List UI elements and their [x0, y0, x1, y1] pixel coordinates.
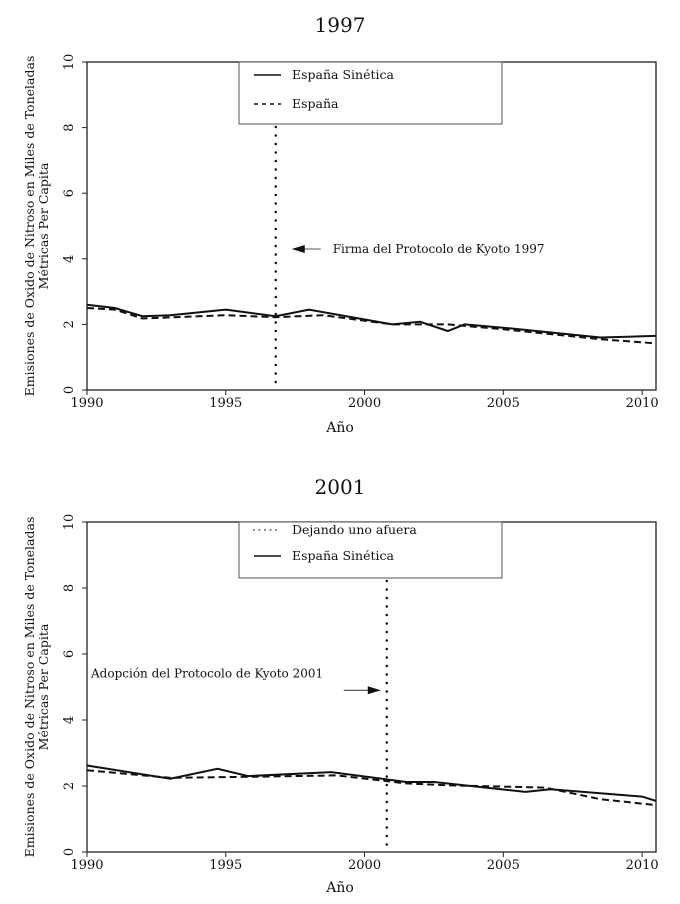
y-tick-label: 0 — [62, 848, 77, 856]
y-tick-label: 8 — [62, 584, 77, 592]
x-tick-label: 2000 — [348, 396, 381, 411]
legend-label: España — [292, 96, 339, 111]
y-axis-label: Emisiones de Oxido de Nitroso en Miles d… — [22, 517, 37, 858]
y-axis-label: Emisiones de Oxido de Nitroso en Miles d… — [22, 56, 37, 397]
annotation-arrow-head — [367, 686, 381, 695]
y-tick-label: 4 — [62, 255, 77, 263]
legend-label: Dejando uno afuera — [292, 522, 417, 537]
y-axis-label: Métricas Per Capita — [36, 162, 51, 289]
annotation-text: Firma del Protocolo de Kyoto 1997 — [333, 242, 545, 256]
legend-box — [238, 61, 503, 125]
series-line-dashed — [86, 307, 657, 345]
x-axis-label: Año — [325, 880, 354, 896]
x-tick-label: 2005 — [487, 858, 520, 873]
y-tick-label: 4 — [62, 716, 77, 724]
chart-title: 2001 — [315, 475, 366, 499]
legend: España Sinética España — [238, 61, 503, 125]
chart-panel-1997: 1997 1990 1995 2000 2005 2010 0 2 4 6 8 10 Año Emisio… — [22, 13, 659, 436]
legend: Dejando uno afuera España Sinética — [238, 521, 503, 579]
y-tick-label: 0 — [62, 386, 77, 394]
y-tick-label: 6 — [62, 189, 77, 197]
y-tick-label: 6 — [62, 650, 77, 658]
x-tick-label: 2010 — [626, 396, 659, 411]
legend-label: España Sinética — [292, 67, 395, 82]
series-line-dashed — [86, 769, 657, 807]
annotation-text: Adopción del Protocolo de Kyoto 2001 — [90, 666, 323, 680]
y-tick-label: 10 — [62, 54, 77, 71]
legend-label: España Sinética — [292, 548, 395, 563]
x-tick-label: 1990 — [70, 858, 103, 873]
x-tick-label: 2000 — [348, 858, 381, 873]
annotation-arrow-head — [291, 244, 305, 253]
x-tick-label: 2005 — [487, 396, 520, 411]
y-tick-label: 2 — [62, 782, 77, 790]
legend-box — [238, 521, 503, 579]
y-axis-label: Métricas Per Capita — [36, 623, 51, 750]
y-tick-label: 2 — [62, 320, 77, 328]
x-tick-label: 1995 — [209, 858, 242, 873]
x-axis-label: Año — [325, 420, 354, 436]
y-tick-label: 8 — [62, 123, 77, 131]
x-tick-label: 1990 — [70, 396, 103, 411]
x-tick-label: 1995 — [209, 396, 242, 411]
chart-title: 1997 — [315, 13, 366, 37]
series-line-solid — [86, 303, 657, 339]
x-tick-label: 2010 — [626, 858, 659, 873]
chart-panel-2001: 2001 1990 1995 2000 2005 2010 0 2 4 6 8 10 Año Emisio… — [22, 475, 659, 896]
y-tick-label: 10 — [62, 514, 77, 531]
series-line-solid — [86, 764, 657, 802]
